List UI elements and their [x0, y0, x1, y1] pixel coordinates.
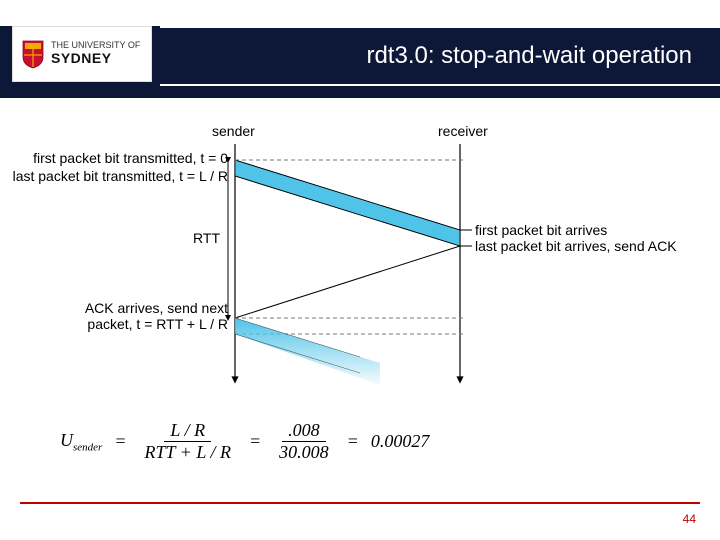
formula-result: 0.00027	[371, 431, 430, 452]
page-number: 44	[683, 512, 696, 526]
timing-diagram: sender receiver first packet bit transmi…	[0, 120, 720, 400]
first-tx-label: first packet bit transmitted, t = 0	[33, 150, 228, 166]
formula-frac2: .008 30.008	[273, 420, 335, 463]
formula-frac1: L / R RTT + L / R	[138, 420, 237, 463]
last-tx-label: last packet bit transmitted, t = L / R	[13, 168, 228, 184]
slide-header: THE UNIVERSITY OF SYDNEY rdt3.0: stop-an…	[0, 0, 720, 92]
ack-arrive-label-1: ACK arrives, send next	[85, 300, 228, 316]
sender-label: sender	[212, 123, 255, 139]
rtt-label: RTT	[193, 230, 220, 246]
logo-big-text: SYDNEY	[51, 51, 140, 66]
logo-text: THE UNIVERSITY OF SYDNEY	[51, 41, 140, 66]
receiver-label: receiver	[438, 123, 488, 139]
last-arrive-label: last packet bit arrives, send ACK	[475, 238, 677, 254]
footer-rule	[20, 502, 700, 504]
ack-arrive-label-2: packet, t = RTT + L / R	[87, 316, 228, 332]
university-logo: THE UNIVERSITY OF SYDNEY	[12, 26, 152, 82]
slide-title: rdt3.0: stop-and-wait operation	[366, 42, 692, 70]
utilization-formula: Usender = L / R RTT + L / R = .008 30.00…	[60, 420, 429, 463]
shield-icon	[21, 39, 45, 69]
formula-eq3: =	[347, 431, 359, 452]
formula-eq1: =	[114, 431, 126, 452]
first-arrive-label: first packet bit arrives	[475, 222, 607, 238]
formula-U: Usender	[60, 430, 102, 454]
formula-eq2: =	[249, 431, 261, 452]
title-bar: rdt3.0: stop-and-wait operation	[160, 26, 720, 86]
